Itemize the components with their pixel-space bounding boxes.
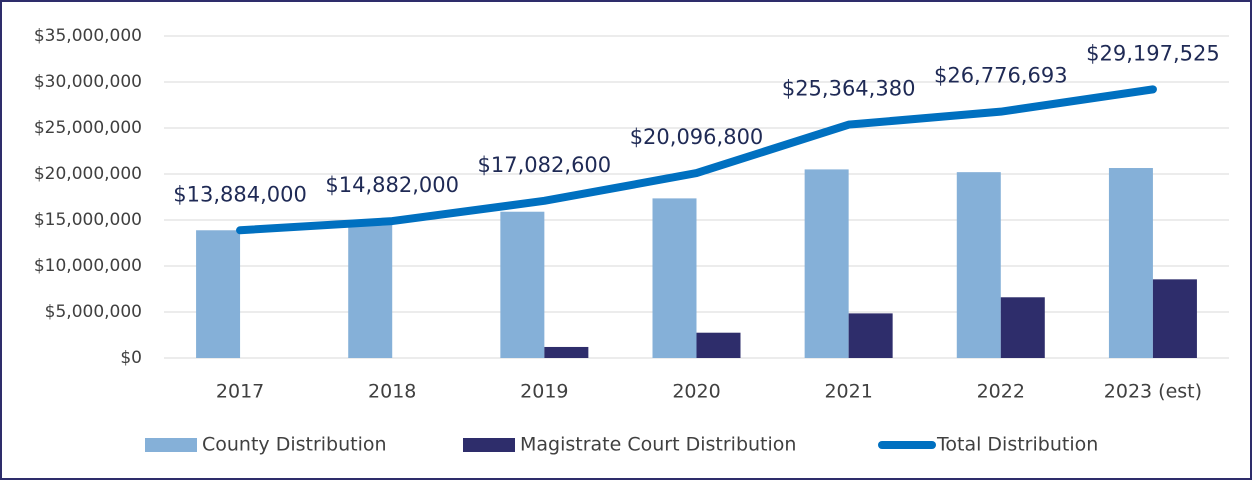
data-label: $14,882,000 <box>325 173 459 197</box>
data-label: $25,364,380 <box>782 77 916 101</box>
legend-swatch <box>463 438 515 452</box>
y-tick-label: $25,000,000 <box>34 118 142 138</box>
bar <box>196 230 241 358</box>
legend-label: County Distribution <box>202 434 387 456</box>
line <box>236 85 1157 235</box>
data-label: $29,197,525 <box>1086 41 1220 65</box>
y-tick-label: $0 <box>120 348 142 368</box>
legend-label: Total Distribution <box>936 434 1098 456</box>
x-tick-label: 2020 <box>672 381 720 403</box>
bar <box>848 313 893 358</box>
x-tick-label: 2019 <box>520 381 568 403</box>
bar <box>1000 297 1045 358</box>
bar <box>500 211 545 358</box>
x-tick-label: 2018 <box>368 381 416 403</box>
bar <box>804 169 849 358</box>
data-label: $20,096,800 <box>630 125 764 149</box>
bar <box>696 332 741 358</box>
data-label: $17,082,600 <box>478 153 612 177</box>
data-label: $26,776,693 <box>934 64 1068 88</box>
y-tick-label: $10,000,000 <box>34 256 142 276</box>
x-tick-label: 2023 (est) <box>1104 381 1202 403</box>
y-tick-label: $15,000,000 <box>34 210 142 230</box>
x-tick-label: 2017 <box>216 381 264 403</box>
x-tick-label: 2021 <box>824 381 872 403</box>
y-tick-label: $35,000,000 <box>34 26 142 46</box>
y-tick-label: $5,000,000 <box>45 302 142 322</box>
x-tick-label: 2022 <box>977 381 1025 403</box>
legend-swatch <box>145 438 197 452</box>
data-label: $13,884,000 <box>173 182 307 206</box>
bar <box>1108 168 1153 358</box>
bar <box>956 172 1001 358</box>
bar <box>544 346 589 358</box>
bar <box>1152 279 1197 358</box>
bar <box>652 198 697 358</box>
bar <box>348 221 393 358</box>
y-tick-label: $30,000,000 <box>34 72 142 92</box>
legend-label: Magistrate Court Distribution <box>520 434 796 456</box>
y-tick-label: $20,000,000 <box>34 164 142 184</box>
